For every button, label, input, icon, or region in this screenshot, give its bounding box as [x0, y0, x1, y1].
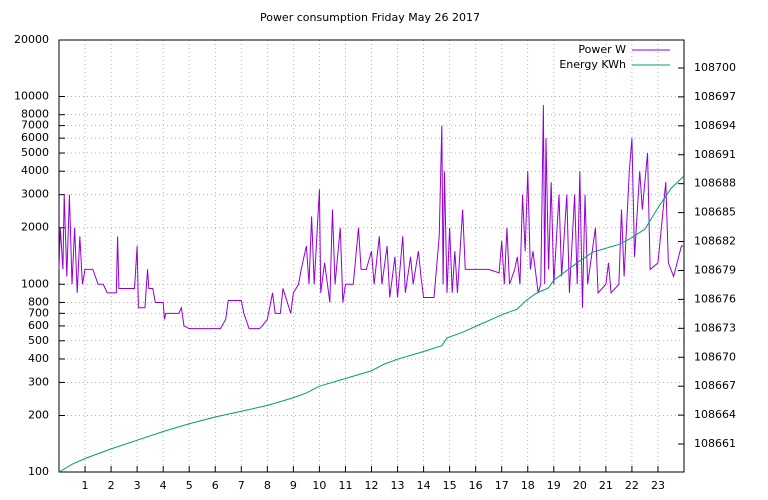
y2-tick-label: 108694: [694, 119, 736, 132]
x-tick-label: 2: [108, 479, 115, 492]
y-tick-label: 400: [28, 352, 49, 365]
y2-tick-label: 108667: [694, 379, 736, 392]
y2-tick-label: 108673: [694, 321, 736, 334]
y-tick-label: 300: [28, 375, 49, 388]
y-tick-label: 100: [28, 465, 49, 478]
y-tick-label: 20000: [14, 33, 49, 46]
y2-tick-label: 108679: [694, 263, 736, 276]
y-tick-label: 1000: [21, 277, 49, 290]
x-tick-label: 14: [417, 479, 431, 492]
x-tick-label: 6: [212, 479, 219, 492]
x-tick-label: 13: [391, 479, 405, 492]
legend-label: Power W: [578, 43, 626, 56]
x-tick-label: 12: [365, 479, 379, 492]
x-tick-label: 4: [160, 479, 167, 492]
y-tick-label: 700: [28, 306, 49, 319]
y-tick-label: 600: [28, 319, 49, 332]
x-tick-label: 1: [82, 479, 89, 492]
y-tick-label: 10000: [14, 90, 49, 103]
x-tick-label: 18: [521, 479, 535, 492]
chart-title: Power consumption Friday May 26 2017: [260, 11, 480, 24]
y2-tick-label: 108685: [694, 206, 736, 219]
y-tick-label: 800: [28, 295, 49, 308]
y-tick-label: 6000: [21, 131, 49, 144]
x-tick-label: 11: [338, 479, 352, 492]
y-tick-label: 5000: [21, 146, 49, 159]
series-line: [58, 105, 684, 330]
y2-tick-label: 108700: [694, 61, 736, 74]
x-tick-label: 9: [290, 479, 297, 492]
y-tick-label: 8000: [21, 108, 49, 121]
series-line: [58, 175, 685, 473]
y2-tick-label: 108661: [694, 437, 736, 450]
y2-tick-label: 108688: [694, 177, 736, 190]
x-tick-label: 7: [238, 479, 245, 492]
y-tick-label: 200: [28, 408, 49, 421]
y2-tick-label: 108697: [694, 90, 736, 103]
x-tick-label: 21: [599, 479, 613, 492]
x-tick-label: 15: [443, 479, 457, 492]
x-tick-label: 17: [495, 479, 509, 492]
x-tick-label: 8: [264, 479, 271, 492]
y2-tick-label: 108691: [694, 148, 736, 161]
x-tick-label: 19: [547, 479, 561, 492]
y-tick-label: 500: [28, 334, 49, 347]
x-tick-label: 16: [469, 479, 483, 492]
x-tick-label: 3: [134, 479, 141, 492]
y2-tick-label: 108664: [694, 408, 736, 421]
legend-label: Energy KWh: [559, 58, 626, 71]
y-tick-label: 4000: [21, 164, 49, 177]
y2-tick-label: 108670: [694, 350, 736, 363]
y2-tick-label: 108676: [694, 292, 736, 305]
y2-tick-label: 108682: [694, 235, 736, 248]
y-tick-label: 7000: [21, 119, 49, 132]
y-tick-label: 3000: [21, 188, 49, 201]
x-tick-label: 10: [312, 479, 326, 492]
x-tick-label: 23: [651, 479, 665, 492]
x-tick-label: 20: [573, 479, 587, 492]
x-tick-label: 5: [186, 479, 193, 492]
x-tick-label: 22: [625, 479, 639, 492]
y-tick-label: 2000: [21, 221, 49, 234]
